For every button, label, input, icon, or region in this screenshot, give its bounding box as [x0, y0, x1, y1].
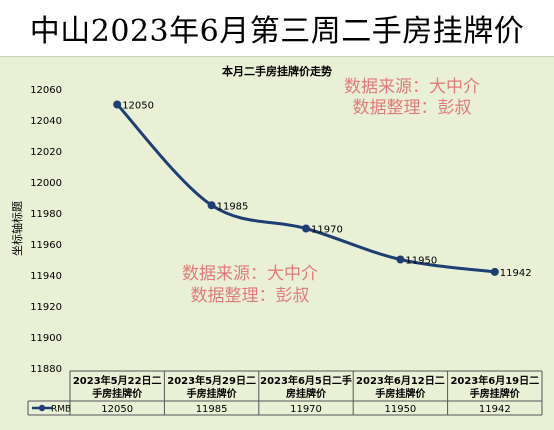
y-tick-label: 11960: [30, 240, 62, 251]
data-label: 11950: [405, 256, 437, 267]
x-category-label: 2023年5月22日二手房挂牌价: [73, 374, 162, 400]
table-value-cell: 11942: [479, 404, 511, 415]
y-tick-label: 12020: [30, 147, 62, 158]
page-title-bar: 中山2023年6月第三周二手房挂牌价: [0, 0, 554, 56]
x-category-label: 2023年6月19日二手房挂牌价: [450, 374, 539, 400]
y-tick-label: 12040: [30, 116, 62, 127]
y-axis-title: 坐标轴标题: [10, 201, 24, 256]
x-category-label: 2023年6月5日二手房挂牌价: [260, 374, 352, 400]
y-tick-label: 12060: [30, 85, 62, 96]
table-value-cell: 11950: [384, 404, 416, 415]
data-point: [207, 201, 216, 210]
y-tick-label: 12000: [30, 178, 62, 189]
table-value-cell: 11970: [290, 404, 322, 415]
table-value-cell: 12050: [101, 404, 133, 415]
y-tick-label: 11980: [30, 209, 62, 220]
y-tick-label: 11920: [30, 302, 62, 313]
legend-marker: [38, 404, 46, 412]
data-label: 11970: [311, 225, 343, 236]
data-point: [396, 255, 405, 264]
data-label: 11942: [500, 268, 532, 279]
data-point: [490, 267, 499, 276]
data-label: 12050: [122, 101, 154, 112]
chart-area: 本月二手房挂牌价走势坐标轴标题 11880 11900 11920 11940 11960…: [0, 56, 554, 430]
watermark-source: 数据来源：大中介: [182, 264, 318, 284]
y-tick-label: 11940: [30, 271, 62, 282]
table-value-cell: 11985: [196, 404, 228, 415]
watermark-author: 数据整理：彭叔: [191, 286, 310, 306]
series-line-RMB: [115, 103, 497, 274]
data-point: [302, 224, 310, 233]
data-point: [113, 100, 122, 109]
watermark-author: 数据整理：彭叔: [353, 98, 472, 118]
page-title: 中山2023年6月第三周二手房挂牌价: [29, 14, 525, 49]
x-category-label: 2023年6月12日二手房挂牌价: [356, 374, 445, 400]
data-label: 11985: [217, 201, 249, 212]
y-tick-label: 11880: [30, 364, 62, 375]
y-tick-label: 11900: [30, 333, 62, 344]
watermark-source: 数据来源：大中介: [344, 77, 480, 97]
legend-series-name: RMB: [51, 405, 71, 415]
chart-title: 本月二手房挂牌价走势: [222, 64, 332, 78]
x-category-label: 2023年5月29日二手房挂牌价: [167, 374, 256, 400]
